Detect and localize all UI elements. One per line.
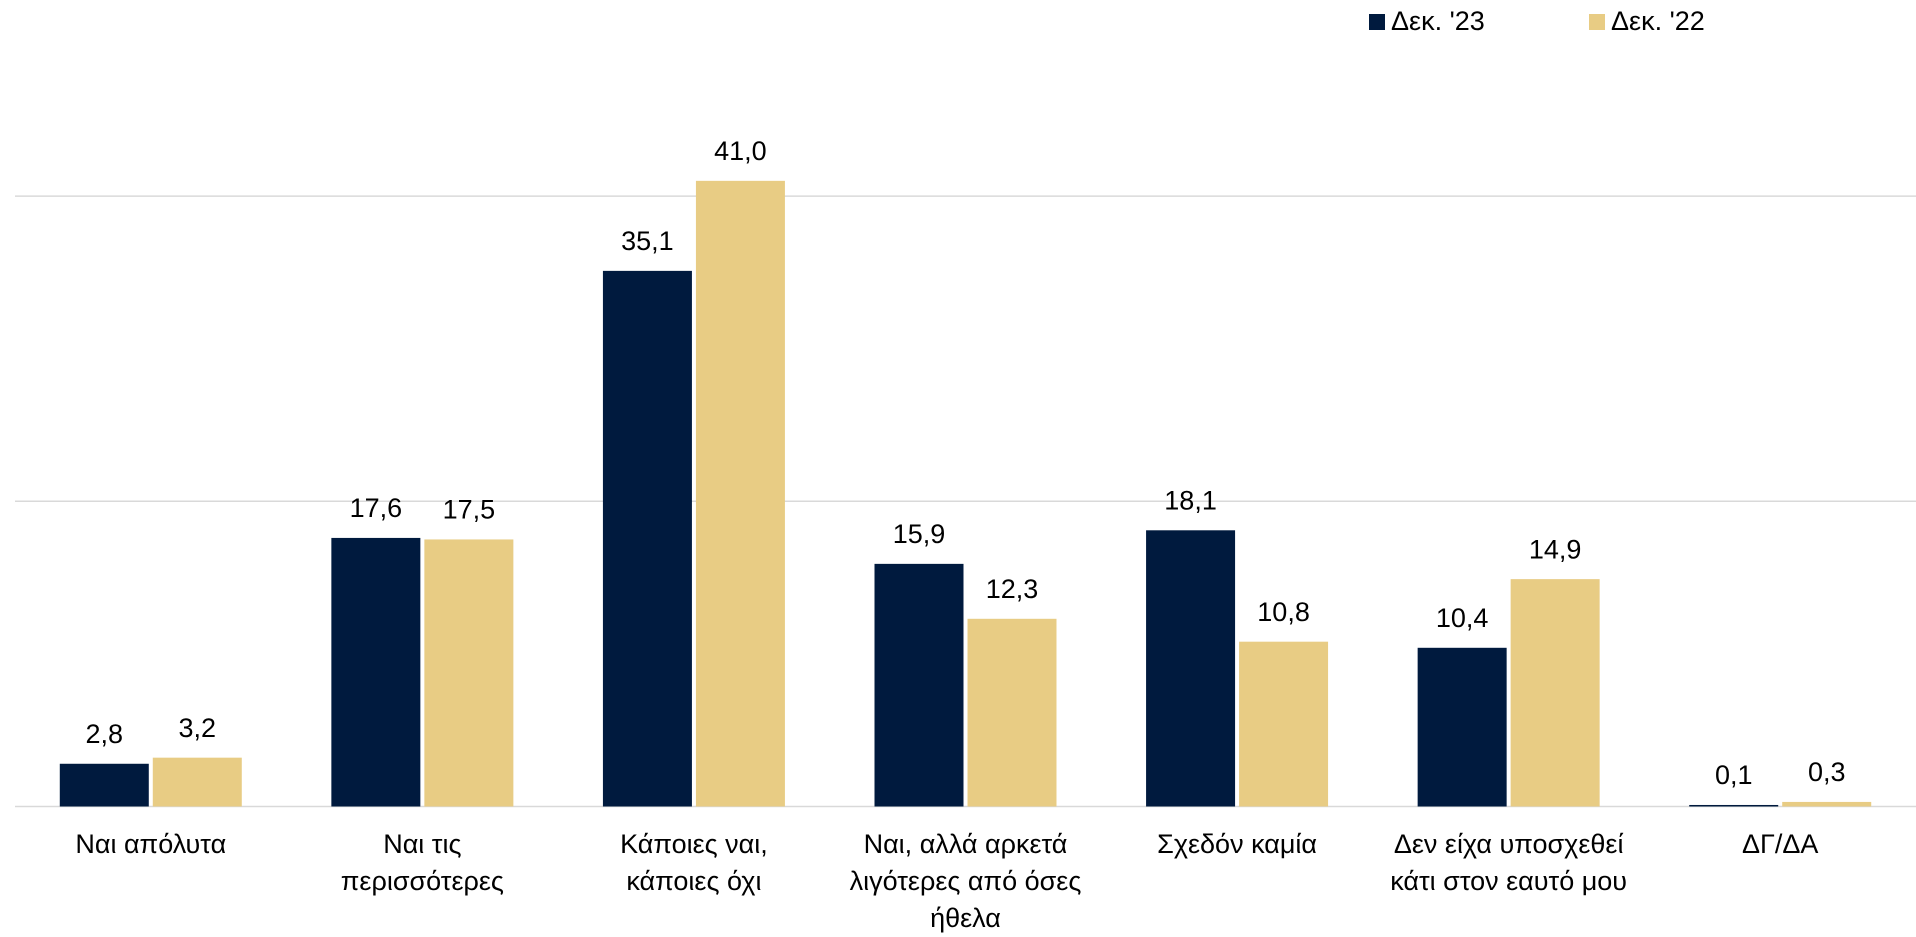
- x-tick-label: Ναι τις περισσότερες: [341, 829, 504, 896]
- x-tick-label: Σχεδόν καμία: [1157, 829, 1317, 859]
- data-label: 3,2: [179, 713, 217, 743]
- bar: [967, 618, 1057, 807]
- label-line: ΔΓ/ΔΑ: [1742, 829, 1818, 859]
- bar: [695, 180, 785, 807]
- bar: [1146, 530, 1236, 807]
- label-line: κάτι στον εαυτό μου: [1390, 866, 1627, 896]
- bar: [602, 270, 692, 807]
- data-label: 15,9: [893, 519, 946, 549]
- label-line: ήθελα: [930, 903, 1001, 933]
- data-label: 35,1: [621, 226, 674, 256]
- label-line: Δεν είχα υποσχεθεί: [1394, 829, 1624, 859]
- data-label: 17,6: [350, 493, 403, 523]
- data-label: 18,1: [1164, 485, 1217, 515]
- bar: [874, 563, 964, 807]
- label-line: λιγότερες από όσες: [850, 866, 1082, 896]
- x-tick-label: Κάποιες ναι, κάποιες όχι: [620, 829, 768, 896]
- label-line: Ναι απόλυτα: [75, 829, 226, 859]
- x-tick-label: ΔΓ/ΔΑ: [1742, 829, 1818, 859]
- bar: [424, 539, 514, 807]
- data-label: 10,4: [1436, 603, 1489, 633]
- data-label: 17,5: [443, 495, 496, 525]
- legend-swatch: [1369, 14, 1385, 30]
- label-line: Ναι, αλλά αρκετά: [864, 829, 1068, 859]
- data-label: 10,8: [1257, 597, 1310, 627]
- x-tick-label: Δεν είχα υποσχεθεί κάτι στον εαυτό μου: [1390, 829, 1627, 896]
- bar: [1510, 579, 1600, 807]
- data-label: 12,3: [986, 574, 1039, 604]
- bar: [1689, 804, 1779, 807]
- data-label: 2,8: [86, 719, 124, 749]
- label-line: περισσότερες: [341, 866, 504, 896]
- bar: [1239, 641, 1329, 807]
- x-tick-label: Ναι, αλλά αρκετά λιγότερες από όσες ήθελα: [850, 829, 1082, 933]
- data-label: 41,0: [714, 136, 767, 166]
- bar: [1417, 647, 1507, 807]
- legend-swatch: [1589, 14, 1605, 30]
- legend-label: Δεκ. '22: [1611, 6, 1705, 36]
- data-label: 0,3: [1808, 757, 1846, 787]
- bar: [152, 757, 242, 807]
- data-label: 14,9: [1529, 534, 1582, 564]
- bar: [331, 537, 421, 807]
- label-line: Ναι τις: [383, 829, 461, 859]
- legend-label: Δεκ. '23: [1391, 6, 1485, 36]
- label-line: Κάποιες ναι,: [620, 829, 768, 859]
- bar: [1782, 801, 1872, 807]
- data-label: 0,1: [1715, 760, 1753, 790]
- label-line: Σχεδόν καμία: [1157, 829, 1317, 859]
- label-line: κάποιες όχι: [626, 866, 761, 896]
- x-tick-label: Ναι απόλυτα: [75, 829, 226, 859]
- bar: [59, 763, 149, 807]
